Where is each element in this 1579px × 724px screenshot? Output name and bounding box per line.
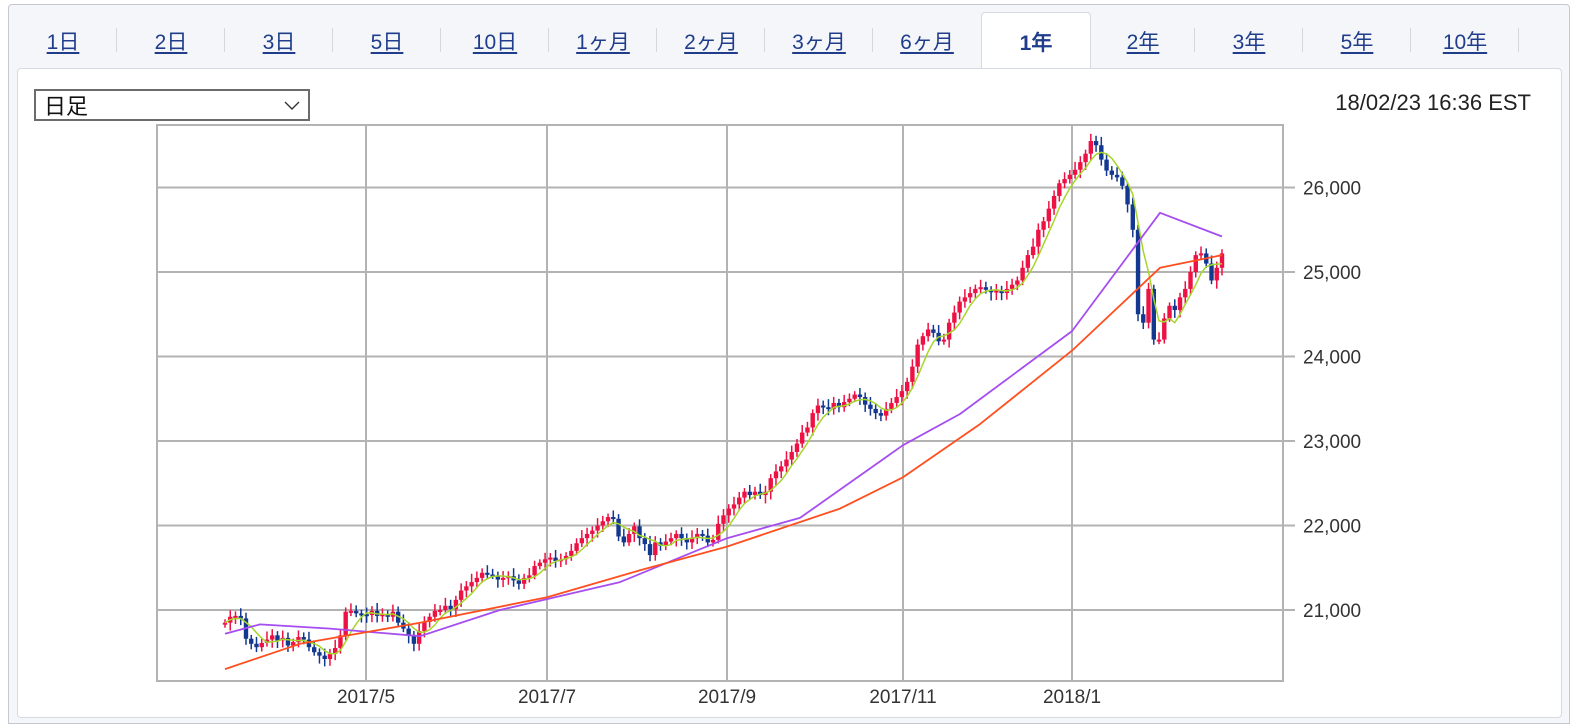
tab-separator bbox=[332, 28, 333, 52]
tab-label: 10日 bbox=[472, 30, 518, 54]
tab-4[interactable]: 5日 bbox=[333, 12, 441, 69]
tab-2[interactable]: 2日 bbox=[117, 12, 225, 69]
tab-label: 2年 bbox=[1126, 30, 1160, 54]
x-tick-label: 2017/9 bbox=[698, 687, 756, 708]
tab-label: 6ヶ月 bbox=[900, 30, 954, 54]
tab-5[interactable]: 10日 bbox=[441, 12, 549, 69]
tab-6[interactable]: 1ヶ月 bbox=[549, 12, 657, 69]
x-tick-label: 2017/7 bbox=[518, 687, 576, 708]
tab-separator bbox=[440, 28, 441, 52]
tab-label: 2ヶ月 bbox=[684, 30, 738, 54]
x-tick-label: 2017/11 bbox=[869, 687, 936, 708]
ma-long-line bbox=[224, 254, 1223, 670]
tab-label: 3ヶ月 bbox=[792, 30, 846, 54]
ma-short-line bbox=[224, 151, 1223, 655]
x-tick-label: 2018/1 bbox=[1043, 687, 1101, 708]
tab-label: 1年 bbox=[1019, 32, 1053, 55]
tab-10[interactable]: 1年 bbox=[981, 12, 1091, 71]
tab-separator bbox=[1410, 28, 1411, 52]
x-tick-label: 2017/5 bbox=[337, 687, 395, 708]
tab-12[interactable]: 3年 bbox=[1195, 12, 1303, 69]
tab-label: 5日 bbox=[370, 30, 404, 54]
candle-period-value: 日足 bbox=[44, 94, 89, 119]
tab-3[interactable]: 3日 bbox=[225, 12, 333, 69]
tab-14[interactable]: 10年 bbox=[1411, 12, 1519, 69]
y-tick-label: 22,000 bbox=[1303, 517, 1361, 538]
tab-separator bbox=[656, 28, 657, 52]
tab-label: 10年 bbox=[1442, 30, 1488, 54]
tab-9[interactable]: 6ヶ月 bbox=[873, 12, 981, 69]
y-tick-label: 24,000 bbox=[1303, 348, 1361, 369]
tab-separator bbox=[224, 28, 225, 52]
period-tabs: 1日 2日 3日 5日 10日 1ヶ月 2ヶ月 3ヶ月 6ヶ月 1年 2年 3年 5年 10年 bbox=[9, 12, 1549, 71]
tab-13[interactable]: 5年 bbox=[1303, 12, 1411, 69]
tab-7[interactable]: 2ヶ月 bbox=[657, 12, 765, 69]
y-tick-label: 21,000 bbox=[1303, 601, 1361, 622]
tab-8[interactable]: 3ヶ月 bbox=[765, 12, 873, 69]
tab-label: 1ヶ月 bbox=[576, 30, 630, 54]
tab-separator bbox=[872, 28, 873, 52]
candle-period-select[interactable]: 日足 bbox=[34, 89, 310, 121]
tab-label: 3日 bbox=[262, 30, 296, 54]
y-tick-label: 23,000 bbox=[1303, 432, 1361, 453]
tab-separator bbox=[1302, 28, 1303, 52]
plot-area bbox=[156, 124, 1284, 682]
last-updated-timestamp: 18/02/23 16:36 EST bbox=[1335, 90, 1531, 115]
tab-separator bbox=[116, 28, 117, 52]
y-tick-label: 26,000 bbox=[1303, 179, 1361, 200]
y-tick-label: 25,000 bbox=[1303, 263, 1361, 284]
tab-1[interactable]: 1日 bbox=[9, 12, 117, 69]
ma-mid-line bbox=[224, 211, 1223, 638]
tab-separator bbox=[1518, 28, 1519, 52]
tab-label: 3年 bbox=[1232, 30, 1266, 54]
chevron-down-icon bbox=[284, 101, 300, 110]
tab-label: 1日 bbox=[46, 30, 80, 54]
tab-separator bbox=[1194, 28, 1195, 52]
tab-separator bbox=[764, 28, 765, 52]
tab-11[interactable]: 2年 bbox=[1091, 12, 1195, 69]
tab-label: 2日 bbox=[154, 30, 188, 54]
tab-separator bbox=[548, 28, 549, 52]
tab-label: 5年 bbox=[1340, 30, 1374, 54]
